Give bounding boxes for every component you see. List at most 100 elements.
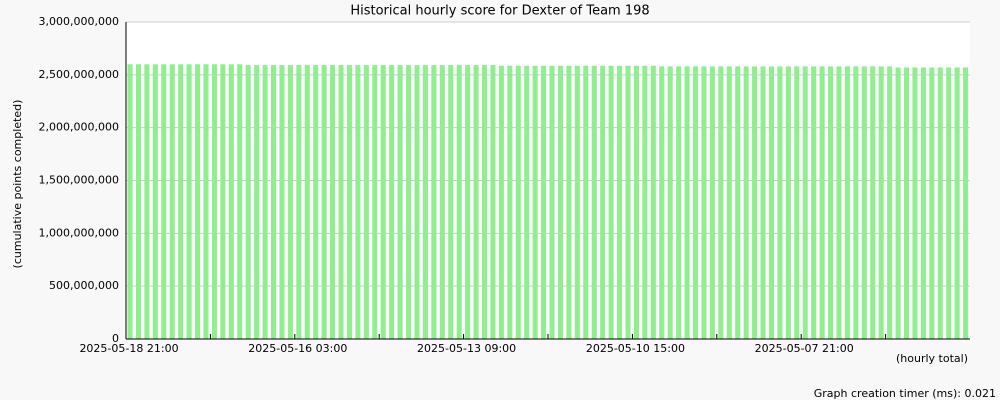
x-tick-label: 2025-05-10 15:00 bbox=[586, 342, 685, 355]
bar bbox=[912, 67, 918, 339]
bar bbox=[718, 66, 724, 339]
x-tick-label: 2025-05-13 09:00 bbox=[417, 342, 516, 355]
bar bbox=[887, 66, 893, 339]
bar bbox=[802, 66, 808, 339]
bar bbox=[287, 65, 293, 339]
bar bbox=[515, 65, 521, 339]
bar bbox=[245, 65, 251, 339]
bar bbox=[380, 65, 386, 339]
bar bbox=[431, 65, 437, 339]
bar bbox=[321, 65, 327, 339]
bar bbox=[903, 67, 910, 339]
bar bbox=[541, 65, 547, 339]
y-tick-label: 3,000,000,000 bbox=[39, 15, 119, 28]
bar bbox=[389, 65, 395, 339]
bar bbox=[549, 65, 555, 339]
bar bbox=[557, 65, 564, 339]
bar bbox=[870, 66, 876, 339]
bar bbox=[481, 65, 488, 339]
bar bbox=[709, 66, 715, 339]
bar bbox=[220, 64, 226, 340]
bar bbox=[600, 65, 606, 339]
bar bbox=[178, 64, 184, 340]
footer: Graph creation timer (ms): 0.021 bbox=[814, 387, 996, 400]
bar bbox=[819, 66, 825, 339]
bar bbox=[566, 65, 572, 339]
bar bbox=[422, 65, 428, 339]
bar bbox=[330, 65, 336, 339]
bar bbox=[583, 65, 589, 339]
bar bbox=[929, 67, 935, 339]
bar bbox=[954, 67, 960, 339]
bar bbox=[186, 64, 192, 340]
bar bbox=[633, 65, 639, 339]
bar bbox=[127, 64, 133, 340]
bar bbox=[397, 65, 403, 339]
bar bbox=[279, 65, 285, 339]
bar bbox=[338, 65, 344, 339]
bar bbox=[507, 65, 513, 339]
bar bbox=[490, 65, 496, 339]
bar bbox=[768, 66, 775, 339]
bar bbox=[372, 65, 378, 339]
bar bbox=[203, 64, 209, 340]
bar bbox=[692, 66, 699, 339]
bar bbox=[853, 66, 859, 339]
bar bbox=[355, 65, 361, 339]
bar bbox=[836, 66, 842, 339]
bar bbox=[625, 65, 631, 339]
bar bbox=[963, 67, 969, 339]
bar bbox=[760, 66, 766, 339]
bar bbox=[346, 65, 353, 339]
bar bbox=[861, 66, 867, 339]
bar bbox=[144, 64, 150, 340]
bar bbox=[752, 66, 758, 339]
bar bbox=[676, 66, 682, 339]
bar bbox=[465, 65, 471, 339]
bar bbox=[777, 66, 783, 339]
bar bbox=[414, 65, 420, 339]
bar bbox=[667, 66, 673, 339]
bar bbox=[304, 65, 310, 339]
bar bbox=[406, 65, 412, 339]
bar bbox=[524, 65, 530, 339]
y-tick-label: 0 bbox=[112, 332, 119, 345]
bar bbox=[811, 66, 817, 339]
y-tick-label: 2,000,000,000 bbox=[39, 121, 119, 134]
bar bbox=[270, 65, 277, 339]
y-tick-label: 1,000,000,000 bbox=[39, 226, 119, 239]
bar bbox=[785, 66, 791, 339]
bar bbox=[574, 65, 580, 339]
y-tick-label: 500,000,000 bbox=[49, 279, 119, 292]
bar bbox=[895, 67, 901, 339]
bar bbox=[228, 64, 234, 340]
x-tick-label: 2025-05-07 21:00 bbox=[755, 342, 854, 355]
bar bbox=[937, 67, 943, 339]
bar bbox=[448, 65, 454, 339]
x-tick-label: 2025-05-18 21:00 bbox=[79, 342, 178, 355]
bar bbox=[532, 65, 538, 339]
bar bbox=[161, 64, 167, 340]
x-tick-label: 2025-05-16 03:00 bbox=[248, 342, 347, 355]
bar bbox=[617, 65, 623, 339]
y-tick-label: 2,500,000,000 bbox=[39, 68, 119, 81]
bar bbox=[456, 65, 462, 339]
chart-title: Historical hourly score for Dexter of Te… bbox=[350, 4, 649, 19]
bar bbox=[363, 65, 369, 339]
bar bbox=[878, 66, 884, 339]
bar bbox=[642, 65, 648, 339]
bar bbox=[726, 66, 732, 339]
bar bbox=[211, 64, 217, 340]
bar bbox=[152, 64, 158, 340]
bar bbox=[473, 65, 479, 339]
y-tick-label: 1,500,000,000 bbox=[39, 174, 119, 187]
bar bbox=[296, 65, 302, 339]
bar bbox=[195, 64, 201, 340]
bar bbox=[701, 66, 707, 339]
bar bbox=[237, 64, 243, 340]
bar bbox=[828, 66, 834, 339]
bar bbox=[135, 64, 142, 340]
bar bbox=[844, 66, 850, 339]
